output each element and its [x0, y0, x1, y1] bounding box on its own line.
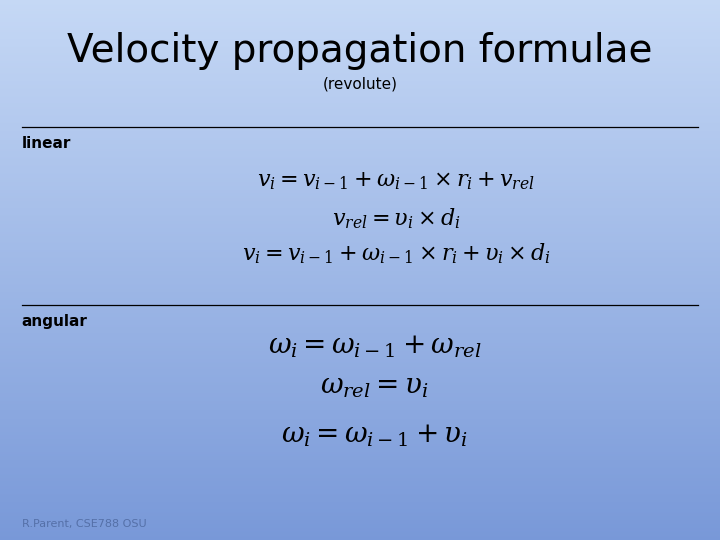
Text: linear: linear: [22, 136, 71, 151]
Text: Velocity propagation formulae: Velocity propagation formulae: [67, 32, 653, 70]
Text: $v_i = v_{i-1} + \omega_{i-1} \times r_i + \upsilon_i \times d_i$: $v_i = v_{i-1} + \omega_{i-1} \times r_i…: [241, 241, 551, 266]
Text: $\omega_i = \omega_{i-1} + \omega_{rel}$: $\omega_i = \omega_{i-1} + \omega_{rel}$: [268, 332, 481, 360]
Text: $v_i = v_{i-1} + \omega_{i-1} \times r_i + v_{rel}$: $v_i = v_{i-1} + \omega_{i-1} \times r_i…: [257, 170, 535, 192]
Text: angular: angular: [22, 314, 87, 329]
Text: $\omega_i = \omega_{i-1} + \upsilon_i$: $\omega_i = \omega_{i-1} + \upsilon_i$: [281, 421, 468, 449]
Text: R.Parent, CSE788 OSU: R.Parent, CSE788 OSU: [22, 519, 146, 529]
Text: (revolute): (revolute): [323, 76, 397, 91]
Text: $\omega_{rel} = \upsilon_i$: $\omega_{rel} = \upsilon_i$: [320, 372, 428, 400]
Text: $v_{rel} = \upsilon_i \times d_i$: $v_{rel} = \upsilon_i \times d_i$: [332, 206, 460, 231]
